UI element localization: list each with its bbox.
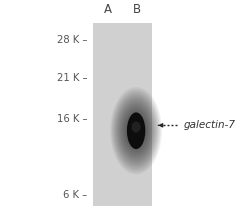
Ellipse shape [131, 122, 141, 133]
Ellipse shape [118, 100, 154, 161]
FancyBboxPatch shape [93, 23, 152, 206]
Ellipse shape [117, 98, 155, 163]
Text: galectin-7: galectin-7 [184, 120, 236, 130]
Ellipse shape [125, 111, 147, 150]
Ellipse shape [120, 104, 152, 158]
Ellipse shape [116, 96, 156, 165]
Ellipse shape [127, 112, 145, 149]
Text: B: B [133, 3, 141, 16]
Ellipse shape [124, 110, 149, 152]
Ellipse shape [119, 102, 153, 159]
Text: 21 K –: 21 K – [57, 73, 87, 83]
Text: 6 K –: 6 K – [63, 191, 87, 201]
Ellipse shape [110, 87, 162, 174]
Ellipse shape [112, 89, 161, 173]
Text: 16 K –: 16 K – [57, 114, 87, 124]
Text: A: A [104, 3, 112, 16]
Text: 28 K –: 28 K – [57, 35, 87, 45]
Ellipse shape [114, 93, 159, 169]
Ellipse shape [115, 95, 157, 167]
Ellipse shape [123, 108, 150, 154]
Ellipse shape [122, 106, 151, 156]
Ellipse shape [113, 91, 160, 171]
Ellipse shape [126, 113, 146, 148]
